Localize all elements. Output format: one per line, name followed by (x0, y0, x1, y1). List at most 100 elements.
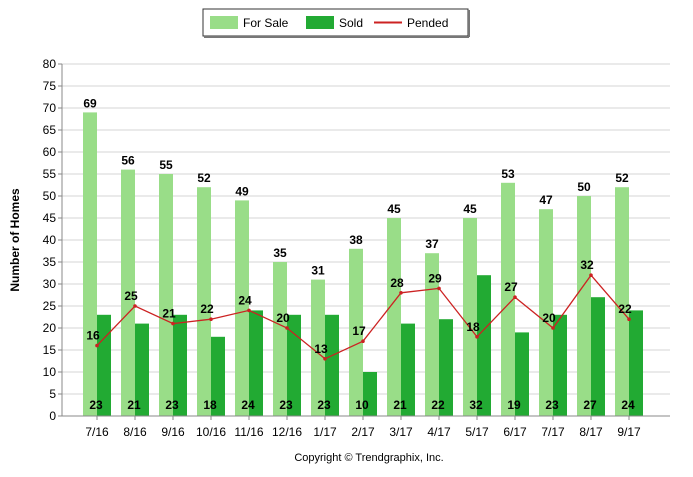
bar-for-sale (197, 187, 211, 416)
data-label-for-sale: 53 (501, 167, 515, 181)
legend-swatch-for-sale (210, 16, 238, 29)
pended-point (513, 295, 517, 300)
data-label-for-sale: 31 (311, 264, 325, 278)
data-label-sold: 10 (355, 398, 369, 412)
y-tick-label: 20 (43, 321, 57, 335)
x-tick-label: 8/16 (123, 425, 147, 439)
data-label-sold: 24 (241, 398, 255, 412)
y-tick-label: 10 (43, 365, 57, 379)
data-label-pended: 13 (314, 342, 328, 356)
x-tick-label: 7/16 (85, 425, 109, 439)
pended-point (475, 335, 479, 339)
x-tick-label: 7/17 (541, 425, 565, 439)
data-label-pended: 25 (124, 289, 138, 303)
x-tick-label: 12/16 (272, 425, 302, 439)
data-label-pended: 17 (352, 324, 366, 338)
data-label-pended: 16 (86, 329, 100, 343)
pended-point (589, 273, 593, 278)
y-tick-label: 5 (49, 387, 56, 401)
pended-line (95, 273, 631, 361)
legend-label-for-sale: For Sale (243, 16, 289, 30)
bar-for-sale (273, 262, 287, 416)
data-labels: 69 23 56 21 55 23 52 18 49 24 35 23 31 23 38 10 45 21 37 22… (83, 96, 635, 412)
x-tick-label: 8/17 (579, 425, 603, 439)
data-label-pended: 28 (390, 276, 404, 290)
bar-sold (135, 323, 149, 416)
data-label-for-sale: 45 (463, 202, 477, 216)
data-label-for-sale: 56 (121, 154, 135, 168)
pended-point (209, 317, 213, 322)
bar-sold (249, 310, 263, 416)
y-tick-label: 35 (43, 255, 57, 269)
data-label-for-sale: 55 (159, 158, 173, 172)
bar-sold (439, 319, 453, 416)
y-tick-label: 80 (43, 57, 57, 71)
x-tick-label: 9/16 (161, 425, 185, 439)
pended-point (247, 308, 251, 313)
bar-sold (173, 314, 187, 416)
bar-sold (515, 332, 529, 416)
data-label-pended: 22 (200, 302, 214, 316)
data-label-pended: 29 (428, 271, 442, 285)
bar-for-sale (539, 209, 553, 416)
y-tick-label: 15 (43, 343, 57, 357)
bar-for-sale (501, 182, 515, 416)
bar-for-sale (615, 187, 629, 416)
pended-point (133, 304, 137, 308)
pended-point (95, 343, 99, 348)
x-tick-label: 4/17 (427, 425, 451, 439)
y-tick-label: 55 (43, 167, 57, 181)
pended-point (627, 317, 631, 322)
bar-for-sale (349, 248, 363, 416)
data-label-sold: 18 (203, 398, 217, 412)
legend-box (202, 8, 469, 37)
bar-for-sale (463, 218, 477, 416)
pended-point (361, 339, 365, 344)
x-axis-ticks: 7/16 8/16 9/16 10/16 11/16 12/16 1/17 2/17 3/17 4… (85, 416, 641, 439)
bar-sold (477, 275, 491, 416)
data-label-sold: 23 (89, 398, 103, 412)
data-label-pended: 22 (618, 302, 632, 316)
y-tick-label: 30 (43, 277, 57, 291)
bar-sold (325, 314, 339, 416)
pended-point (323, 357, 327, 361)
data-label-pended: 21 (162, 307, 176, 321)
bar-for-sale (577, 196, 591, 416)
pended-point (551, 326, 555, 330)
bar-for-sale (159, 174, 173, 416)
y-tick-label: 50 (43, 189, 57, 203)
pended-point (399, 291, 403, 295)
legend: For Sale Sold Pended (202, 8, 470, 38)
data-label-for-sale: 50 (577, 180, 591, 194)
y-axis-title: Number of Homes (8, 188, 22, 292)
data-label-sold: 23 (279, 398, 293, 412)
x-tick-label: 3/17 (389, 425, 413, 439)
legend-label-sold: Sold (339, 16, 363, 30)
data-label-sold: 21 (127, 398, 141, 412)
data-label-pended: 20 (542, 311, 556, 325)
x-tick-label: 1/17 (313, 425, 337, 439)
data-label-for-sale: 49 (235, 184, 249, 198)
data-label-sold: 32 (469, 398, 483, 412)
pended-point (437, 286, 441, 291)
x-tick-label: 11/16 (234, 425, 263, 439)
data-label-for-sale: 52 (615, 171, 629, 185)
y-tick-label: 45 (43, 211, 57, 225)
data-label-sold: 23 (317, 398, 331, 412)
copyright-text: Copyright © Trendgraphix, Inc. (294, 452, 443, 464)
y-tick-label: 75 (43, 79, 57, 93)
data-label-sold: 23 (165, 398, 179, 412)
bar-for-sale (121, 169, 135, 416)
bar-sold (211, 336, 225, 416)
bars (83, 112, 643, 417)
legend-swatch-sold (306, 16, 334, 29)
pended-point (285, 326, 289, 330)
data-label-pended: 18 (466, 320, 480, 334)
data-label-sold: 23 (545, 398, 559, 412)
bar-sold (97, 314, 111, 416)
data-label-for-sale: 35 (273, 246, 287, 260)
data-label-sold: 24 (621, 398, 635, 412)
data-label-pended: 24 (238, 293, 252, 307)
data-label-for-sale: 45 (387, 202, 401, 216)
